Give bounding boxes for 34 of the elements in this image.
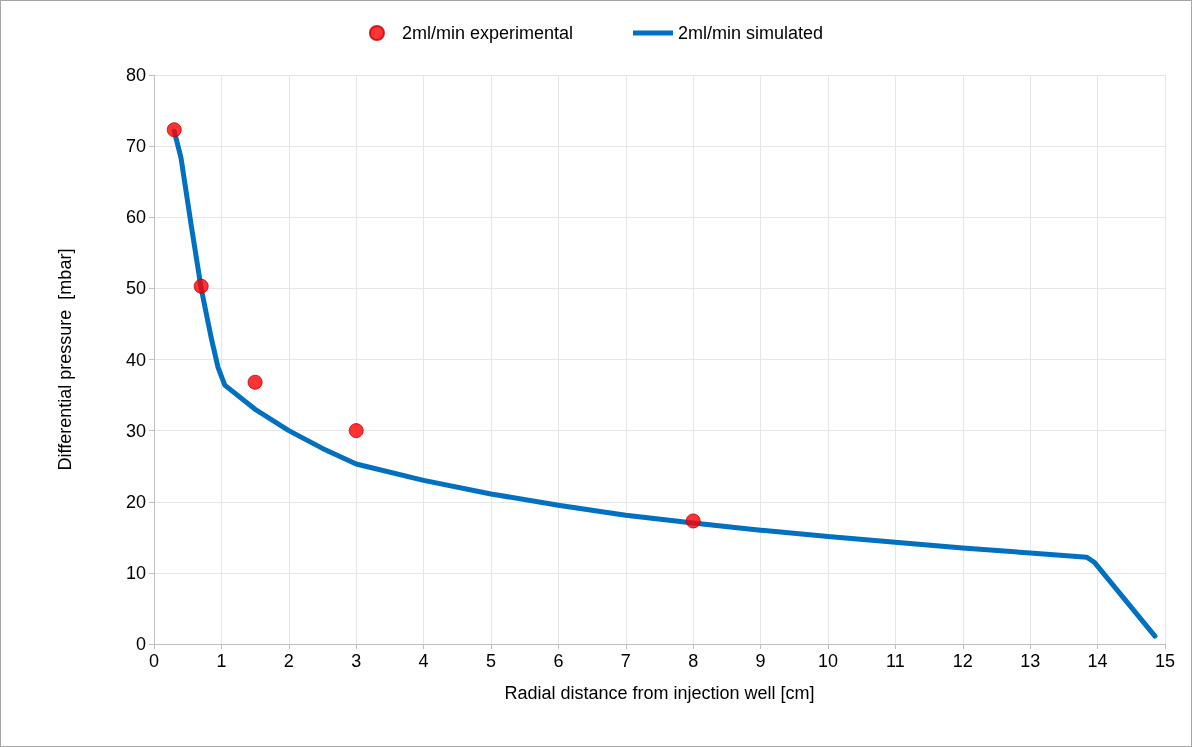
- x-tick-label: 7: [620, 651, 631, 671]
- y-tick-label: 0: [135, 634, 146, 654]
- x-tick-label: 8: [688, 651, 699, 671]
- x-tick-label: 11: [886, 651, 905, 671]
- x-tick-label: 9: [755, 651, 766, 671]
- x-tick-label: 6: [553, 651, 564, 671]
- y-tick-label: 40: [125, 349, 146, 370]
- x-axis-title: Radial distance from injection well [cm]: [504, 683, 815, 703]
- x-tick-label: 4: [418, 651, 429, 671]
- x-tick-label: 15: [1154, 651, 1176, 671]
- x-tick-label: 3: [351, 651, 362, 671]
- y-tick-label: 20: [125, 491, 146, 512]
- y-tick-label: 60: [125, 207, 146, 228]
- y-tick-label: 70: [125, 136, 146, 157]
- point: [685, 513, 701, 529]
- y-tick-label: 30: [125, 420, 146, 441]
- y-tick-label: 80: [125, 65, 146, 85]
- point: [247, 374, 263, 390]
- x-tick-label: 13: [1020, 651, 1041, 671]
- x-tick-label: 1: [216, 651, 227, 671]
- point: [193, 278, 209, 294]
- legend-label: 2ml/min experimental: [401, 23, 574, 43]
- x-tick-label: 2: [283, 651, 294, 671]
- legend-label: 2ml/min simulated: [678, 23, 824, 43]
- x-tick-label: 10: [817, 651, 839, 671]
- point: [166, 122, 182, 138]
- y-tick-label: 10: [125, 562, 146, 583]
- point: [348, 423, 364, 439]
- x-tick-label: 14: [1087, 651, 1108, 671]
- x-tick-label: 0: [148, 651, 160, 671]
- y-tick-label: 50: [125, 278, 146, 299]
- x-tick-label: 12: [952, 651, 973, 671]
- y-axis-title: Differential pressure [mbar]: [55, 248, 75, 471]
- x-tick-label: 5: [485, 651, 497, 671]
